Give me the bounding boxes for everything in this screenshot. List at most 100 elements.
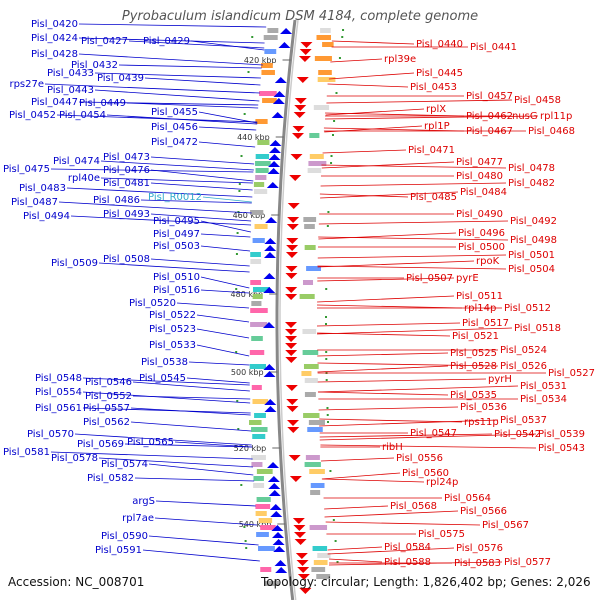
right-gene-label: ribH: [382, 442, 403, 453]
left-label-leader: [78, 23, 267, 28]
right-gene-label: Pisl_0457: [466, 91, 513, 102]
gene-dot: [329, 470, 332, 472]
gene-block-left: [255, 504, 271, 509]
gene-arrow-reverse: [297, 574, 310, 580]
gene-block-right: [299, 294, 315, 299]
right-label-leader: [325, 108, 425, 116]
left-gene-label: Pisl_0447: [31, 97, 78, 108]
gene-arrow-forward: [270, 511, 283, 517]
gene-dot: [245, 547, 248, 549]
left-gene-label: Pisl_0475: [3, 164, 50, 175]
tick-label: 520 kbp: [234, 444, 267, 453]
right-gene-label: Pisl_0485: [410, 192, 457, 203]
left-gene-label: Pisl_0565: [127, 437, 174, 448]
gene-arrow-forward: [263, 273, 276, 279]
right-label-leader: [330, 58, 383, 63]
gene-block-right: [302, 280, 314, 285]
left-gene-label: Pisl_0516: [153, 285, 200, 296]
right-label-leader: [322, 478, 425, 483]
left-gene-label: Pisl_R0012: [148, 192, 202, 203]
left-gene-label: Pisl_0533: [149, 340, 196, 351]
right-label-leader: [324, 510, 459, 518]
gene-arrow-reverse: [293, 525, 306, 531]
left-gene-label: Pisl_0548: [35, 373, 82, 384]
right-gene-label: Pisl_0535: [450, 390, 497, 401]
gene-dot: [235, 253, 238, 255]
right-label-leader: [317, 295, 455, 303]
right-label-leader: [323, 127, 465, 132]
right-label-leader: [319, 418, 463, 423]
left-gene-label: rps27e: [9, 79, 44, 90]
right-gene-label: Pisl_0512: [504, 303, 551, 314]
left-label-leader: [200, 245, 251, 252]
gene-block-left: [250, 259, 262, 264]
gene-arrow-reverse: [287, 203, 300, 209]
gene-arrow-forward: [271, 525, 284, 531]
gene-block-left: [264, 49, 277, 54]
gene-dot: [235, 288, 238, 290]
gene-arrow-reverse: [285, 294, 298, 300]
right-gene-label: Pisl_0537: [500, 415, 547, 426]
right-label-leader: [318, 236, 509, 241]
left-gene-label: Pisl_0495: [153, 216, 200, 227]
left-gene-label: Pisl_0523: [149, 324, 196, 335]
left-gene-label: Pisl_0428: [31, 49, 78, 60]
right-gene-label: Pisl_0568: [390, 501, 437, 512]
gene-arrow-forward: [275, 567, 288, 573]
gene-dot: [330, 162, 333, 164]
gene-arrow-reverse: [285, 357, 298, 363]
gene-block-left: [259, 91, 277, 96]
gene-dot: [327, 421, 329, 423]
gene-arrow-forward: [268, 483, 281, 489]
gene-arrow-forward: [271, 532, 284, 538]
gene-arrow-forward: [268, 490, 281, 496]
right-gene-label: Pisl_0528: [450, 361, 497, 372]
left-gene-label: Pisl_0455: [151, 107, 198, 118]
gene-block-left: [264, 581, 280, 586]
right-gene-label: Pisl_0468: [528, 126, 575, 137]
gene-dot: [332, 519, 335, 521]
left-gene-label: Pisl_0483: [19, 183, 66, 194]
right-label-leader: [317, 385, 519, 393]
left-gene-label: Pisl_0561: [35, 403, 82, 414]
left-label-leader: [132, 395, 251, 400]
gene-block-left: [252, 238, 265, 243]
left-gene-label: Pisl_0497: [153, 229, 200, 240]
gene-dot: [236, 400, 239, 402]
gene-block-right: [302, 329, 317, 334]
gene-block-right: [302, 350, 319, 355]
gene-arrow-reverse: [287, 217, 300, 223]
right-gene-label: Pisl_0566: [460, 506, 507, 517]
right-label-leader: [317, 304, 463, 309]
gene-block-right: [307, 168, 322, 173]
right-gene-label: Pisl_0440: [416, 39, 463, 50]
right-label-leader: [319, 419, 499, 427]
right-label-leader: [322, 149, 407, 154]
left-gene-label: Pisl_0503: [153, 241, 200, 252]
right-label-leader: [318, 220, 509, 225]
gene-block-right: [305, 455, 320, 460]
right-gene-label: Pisl_0588: [384, 557, 431, 568]
gene-arrow-reverse: [287, 420, 299, 426]
left-label-leader: [196, 328, 250, 339]
gene-arrow-reverse: [285, 252, 298, 258]
gene-arrow-reverse: [294, 105, 307, 111]
gene-block-left: [250, 322, 268, 327]
gene-arrow-reverse: [285, 329, 298, 335]
left-label-leader: [44, 83, 260, 94]
right-gene-label: Pisl_0504: [508, 264, 555, 275]
gene-block-left: [267, 28, 279, 33]
right-gene-label: Pisl_0496: [458, 228, 505, 239]
right-label-leader: [319, 433, 493, 438]
tick-label: 460 kbp: [233, 211, 266, 220]
gene-arrow-forward: [264, 399, 277, 405]
left-label-leader: [188, 361, 250, 366]
left-gene-label: Pisl_0474: [53, 156, 100, 167]
gene-arrow-reverse: [285, 322, 298, 328]
left-gene-label: Pisl_0472: [151, 137, 198, 148]
left-gene-label: Pisl_0562: [83, 417, 130, 428]
left-label-leader: [66, 187, 253, 198]
gene-block-left: [251, 462, 263, 467]
gene-block-left: [250, 252, 261, 257]
gene-arrow-forward: [264, 406, 277, 412]
